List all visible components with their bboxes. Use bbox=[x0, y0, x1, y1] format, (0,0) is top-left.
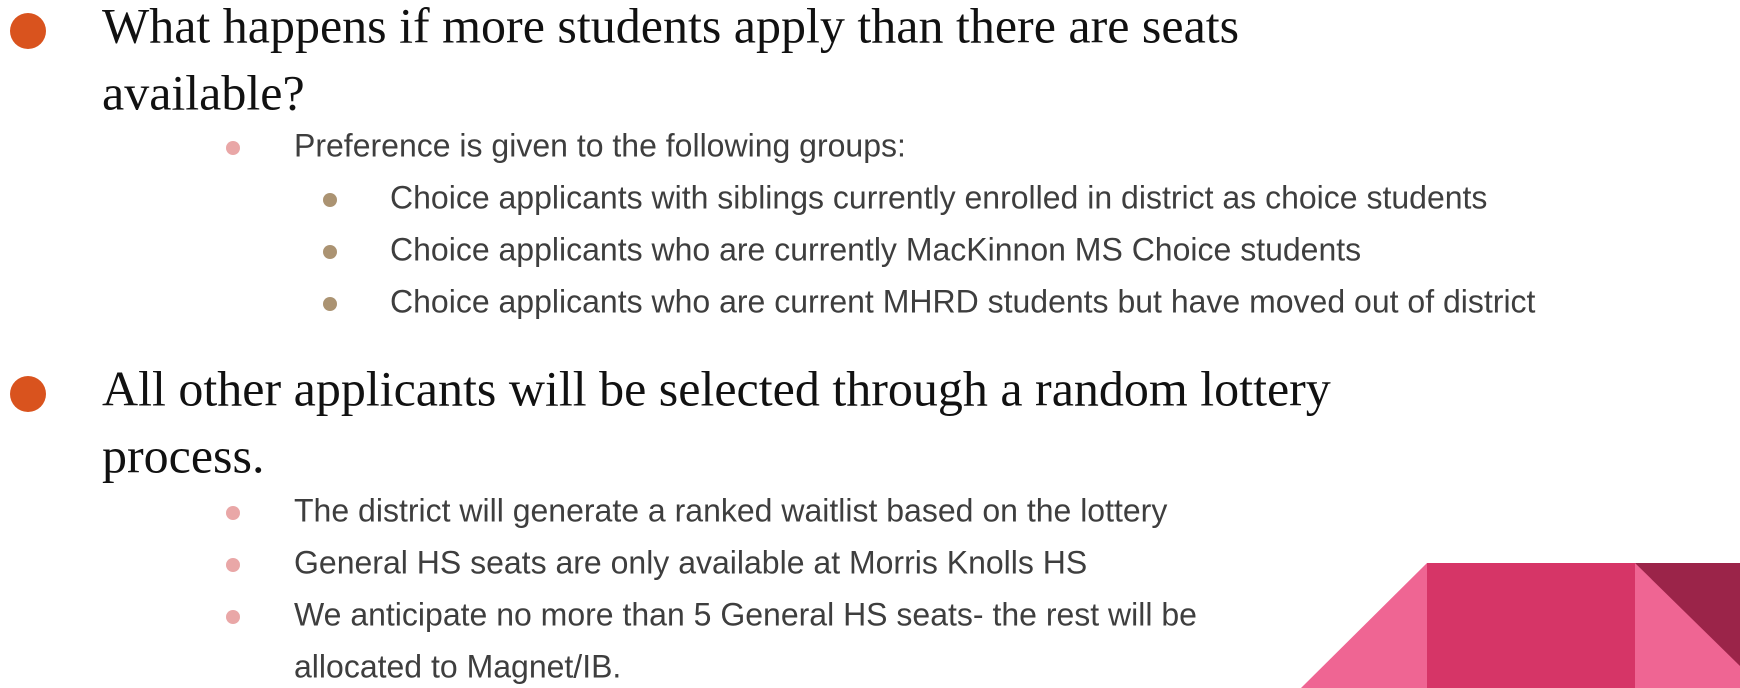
bullet bbox=[226, 558, 240, 572]
bullet-text: Choice applicants who are current MHRD s… bbox=[390, 283, 1536, 319]
bullet bbox=[323, 297, 337, 311]
bullet-text: The district will generate a ranked wait… bbox=[294, 492, 1167, 528]
bullet-text: available? bbox=[102, 64, 305, 120]
bullet-text: process. bbox=[102, 427, 264, 483]
bullet-text: Preference is given to the following gro… bbox=[294, 127, 906, 163]
bullet-text: What happens if more students apply than… bbox=[102, 0, 1239, 53]
bullet bbox=[226, 506, 240, 520]
bullet bbox=[226, 141, 240, 155]
bullet bbox=[10, 13, 46, 49]
bullet-text: Choice applicants who are currently MacK… bbox=[390, 231, 1361, 267]
bullet bbox=[323, 245, 337, 259]
bullet-text: General HS seats are only available at M… bbox=[294, 544, 1087, 580]
bullet bbox=[323, 193, 337, 207]
bullet bbox=[226, 610, 240, 624]
bullet-text: allocated to Magnet/IB. bbox=[294, 648, 621, 684]
bullet bbox=[10, 376, 46, 412]
bullet-text: Choice applicants with siblings currentl… bbox=[390, 179, 1487, 215]
bullet-text: We anticipate no more than 5 General HS … bbox=[294, 596, 1197, 632]
bullet-text: All other applicants will be selected th… bbox=[102, 360, 1331, 416]
decoration-shape bbox=[1427, 563, 1635, 688]
slide: What happens if more students apply than… bbox=[0, 0, 1740, 688]
